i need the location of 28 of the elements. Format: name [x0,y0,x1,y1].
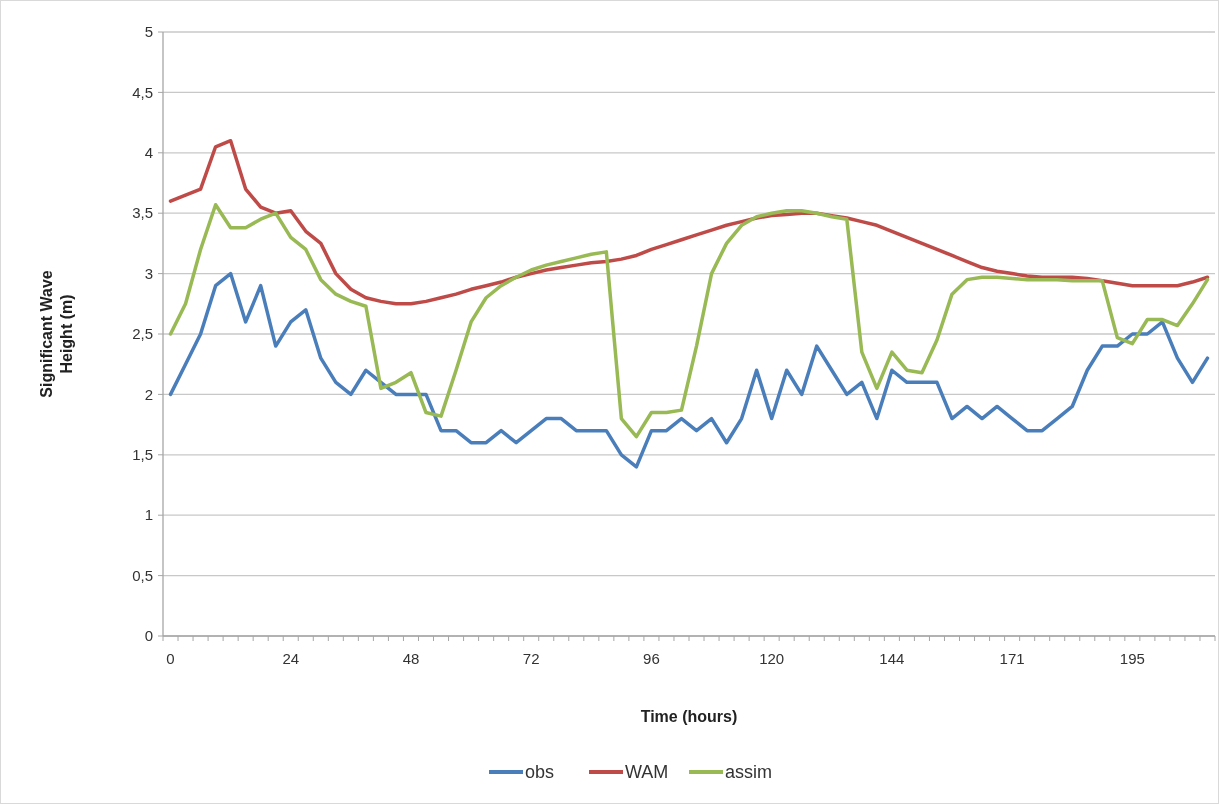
y-tick-label: 4 [144,144,153,162]
y-tick-label: 1 [144,506,153,524]
x-tick-label: 0 [166,650,175,667]
x-axis-title: Time (hours) [640,708,738,725]
y-tick-label: 1,5 [132,446,153,464]
y-tick-label: 0 [144,627,153,645]
y-tick-label: 3,5 [132,204,153,222]
line-series [168,138,1210,306]
x-tick-label: 195 [1119,650,1145,667]
y-tick-label: 4,5 [132,83,153,101]
legend-label: obs [525,762,555,783]
x-tick-label: 48 [402,650,420,667]
y-tick-label: 2,5 [132,325,153,343]
x-tick-label: 96 [643,650,660,667]
y-tick-label: 3 [144,264,153,282]
x-tick-label: 144 [879,650,905,667]
legend-label: WAM [625,762,669,783]
x-tick-label: 120 [759,650,785,667]
y-tick-label: 2 [144,385,153,403]
y-tick-label: 0,5 [132,566,153,584]
line-series [168,271,1210,469]
x-tick-label: 72 [522,650,540,667]
y-axis-title: Significant Wave Height (m) [38,270,75,398]
x-tick-label: 24 [282,650,300,667]
legend-label: assim [725,762,773,783]
y-tick-label: 5 [144,23,153,41]
line-series [168,202,1210,439]
x-tick-label: 171 [999,650,1025,667]
